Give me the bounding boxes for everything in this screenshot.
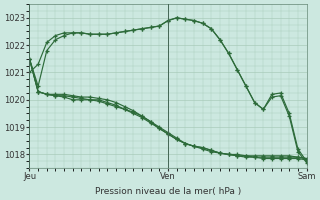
X-axis label: Pression niveau de la mer( hPa ): Pression niveau de la mer( hPa ) (95, 187, 241, 196)
